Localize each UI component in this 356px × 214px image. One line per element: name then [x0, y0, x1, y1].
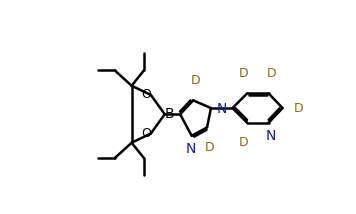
Text: D: D	[191, 74, 200, 87]
Text: D: D	[294, 102, 304, 114]
Text: O: O	[141, 127, 151, 140]
Text: D: D	[239, 67, 249, 80]
Text: B: B	[164, 107, 174, 121]
Text: N: N	[266, 129, 276, 143]
Text: D: D	[239, 136, 249, 149]
Text: D: D	[267, 67, 277, 80]
Text: O: O	[141, 88, 151, 101]
Text: D: D	[205, 141, 214, 154]
Text: N: N	[216, 102, 227, 116]
Text: N: N	[186, 142, 196, 156]
